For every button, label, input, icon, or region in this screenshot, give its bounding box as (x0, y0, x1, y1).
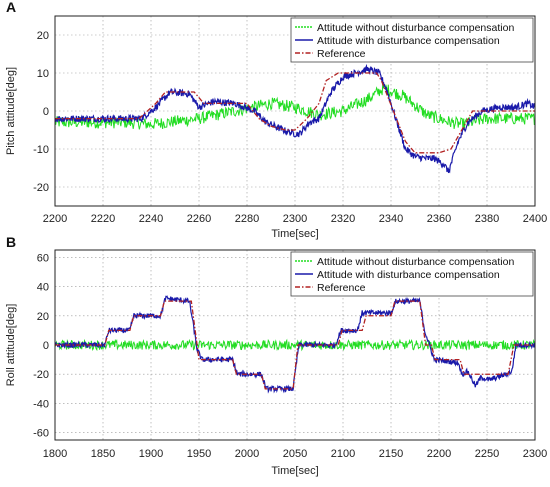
y-tick-label: -40 (33, 398, 49, 410)
x-tick-label: 1900 (139, 448, 163, 460)
series-line-without-compensation (55, 338, 535, 352)
x-axis-label: Time[sec] (271, 228, 318, 240)
x-tick-label: 2280 (235, 213, 259, 225)
x-tick-label: 2050 (283, 448, 307, 460)
x-tick-label: 2250 (475, 448, 499, 460)
x-tick-label: 1850 (91, 448, 115, 460)
y-tick-label: 20 (37, 30, 49, 42)
series-line-reference (55, 300, 535, 390)
legend-entry: Attitude with disturbance compensation (317, 269, 500, 281)
y-tick-label: 40 (37, 282, 49, 294)
series-group (55, 295, 535, 394)
chart-panel-b: B 1800 1850 1900 1950 2000 2050 2100 2150 2200 225… (5, 234, 547, 477)
plot-frame (54, 15, 536, 207)
x-tick-label: 2340 (379, 213, 403, 225)
x-tick-label: 2300 (283, 213, 307, 225)
y-tick-label: 60 (37, 252, 49, 264)
x-tick-label: 2320 (331, 213, 355, 225)
legend-entry: Attitude without disturbance compensatio… (317, 256, 514, 268)
x-tick-label: 2000 (235, 448, 259, 460)
x-tick-label: 1800 (43, 448, 67, 460)
legend-entry: Reference (317, 48, 366, 60)
y-tick-label: 0 (43, 340, 49, 352)
panel-letter: A (6, 0, 16, 15)
y-tick-label: 0 (43, 106, 49, 118)
y-tick-label: 10 (37, 68, 49, 80)
y-axis-label: Pitch attitude[deg] (5, 67, 17, 155)
legend-entry: Reference (317, 282, 366, 294)
y-tick-label: -20 (33, 182, 49, 194)
series-line-reference (55, 72, 535, 154)
x-tick-label: 2240 (139, 213, 163, 225)
y-tick-label: -20 (33, 369, 49, 381)
x-tick-label: 2150 (379, 448, 403, 460)
legend: Attitude without disturbance compensatio… (290, 251, 534, 297)
x-tick-label: 2260 (187, 213, 211, 225)
x-tick-label: 2360 (427, 213, 451, 225)
x-tick-label: 2200 (427, 448, 451, 460)
y-tick-label: -10 (33, 144, 49, 156)
x-tick-label: 2400 (523, 213, 547, 225)
x-tick-label: 2100 (331, 448, 355, 460)
x-tick-label: 2220 (91, 213, 115, 225)
plot-frame (54, 249, 536, 441)
legend-entry: Attitude with disturbance compensation (317, 35, 500, 47)
y-axis-label: Roll attitude[deg] (5, 304, 17, 387)
x-tick-label: 2380 (475, 213, 499, 225)
series-line-with-compensation (55, 63, 535, 174)
legend: Attitude without disturbance compensatio… (290, 17, 534, 63)
x-tick-label: 2200 (43, 213, 67, 225)
legend-box (290, 17, 534, 63)
x-tick-label: 1950 (187, 448, 211, 460)
y-tick-label: 20 (37, 311, 49, 323)
chart-panel-a: A 2200 2220 2240 2260 2280 2300 2320 2340 2360 238… (5, 0, 547, 240)
legend-entry: Attitude without disturbance compensatio… (317, 22, 514, 34)
panel-letter: B (6, 234, 16, 250)
legend-box (290, 251, 534, 297)
x-tick-label: 2300 (523, 448, 547, 460)
x-axis-label: Time[sec] (271, 465, 318, 477)
y-tick-label: -60 (33, 428, 49, 440)
series-group (55, 63, 535, 174)
